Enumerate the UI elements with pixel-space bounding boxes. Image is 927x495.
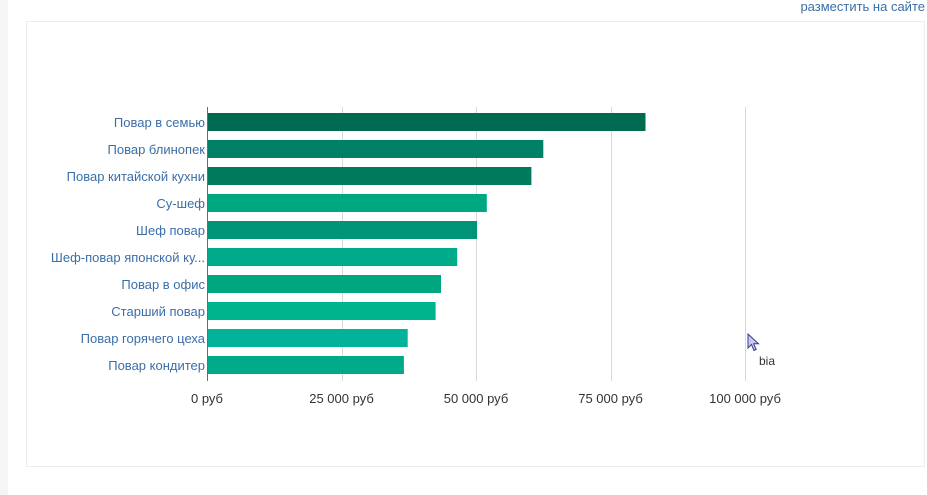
- x-tick-labels: 0 руб 25 000 руб 50 000 руб 75 000 руб 100 0…: [191, 391, 781, 406]
- embed-on-site-link[interactable]: разместить на сайте: [800, 0, 925, 14]
- x-tick-label-5: 100 000 руб: [709, 391, 781, 406]
- bar-9[interactable]: [207, 329, 408, 347]
- x-tick-label-4: 75 000 руб: [578, 391, 643, 406]
- category-label-1: Повар в семью: [114, 115, 205, 130]
- x-tick-label-1: 0 руб: [191, 391, 223, 406]
- x-tick-label-3: 50 000 руб: [444, 391, 509, 406]
- chart-card: [26, 21, 925, 467]
- category-label-5: Шеф повар: [136, 223, 205, 238]
- mouse-pointer-icon: [747, 333, 760, 352]
- category-label-3: Повар китайской кухни: [67, 169, 205, 184]
- category-labels: Повар в семью Повар блинопек Повар китайск…: [51, 115, 206, 373]
- cursor-tooltip-text: bia: [759, 354, 776, 368]
- bars: [207, 113, 646, 374]
- bar-10[interactable]: [207, 356, 404, 374]
- bar-1[interactable]: [207, 113, 646, 131]
- bar-4[interactable]: [207, 194, 487, 212]
- x-tick-label-2: 25 000 руб: [309, 391, 374, 406]
- bar-3[interactable]: [207, 167, 532, 185]
- category-label-7: Повар в офис: [121, 277, 205, 292]
- bar-2[interactable]: [207, 140, 544, 158]
- category-label-4: Су-шеф: [156, 196, 205, 211]
- category-label-9: Повар горячего цеха: [81, 331, 206, 346]
- bar-8[interactable]: [207, 302, 436, 320]
- category-label-10: Повар кондитер: [108, 358, 205, 373]
- bar-5[interactable]: [207, 221, 478, 239]
- category-label-2: Повар блинопек: [108, 142, 206, 157]
- bar-7[interactable]: [207, 275, 441, 293]
- category-label-8: Старший повар: [111, 304, 205, 319]
- bar-6[interactable]: [207, 248, 458, 266]
- category-label-6: Шеф-повар японской ку...: [51, 250, 205, 265]
